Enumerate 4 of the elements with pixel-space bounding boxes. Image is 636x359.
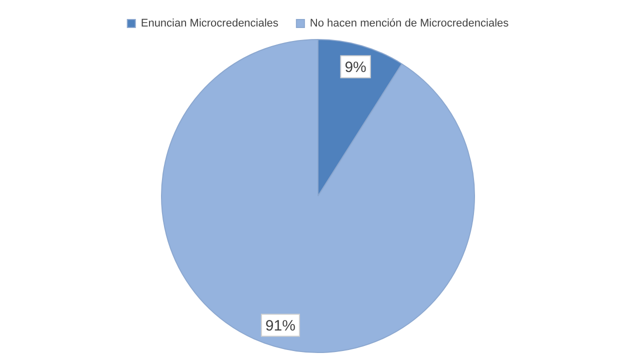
legend-label: No hacen mención de Microcredenciales xyxy=(310,18,510,30)
legend-label: Enuncian Microcredenciales xyxy=(140,18,279,30)
data-label: 9% xyxy=(344,58,366,76)
data-label: 91% xyxy=(265,317,296,334)
